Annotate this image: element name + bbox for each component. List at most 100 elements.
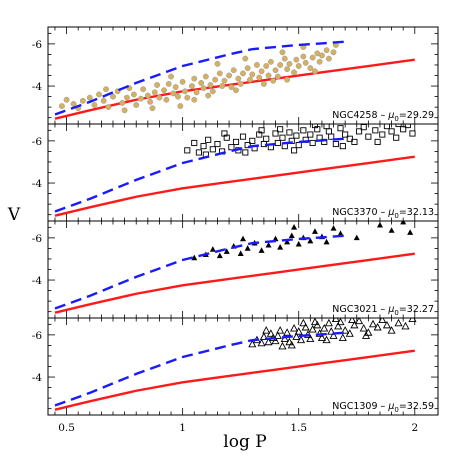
data-point	[296, 335, 306, 344]
panel-galaxy-name: NGC3370 –	[332, 207, 388, 218]
data-point	[330, 225, 337, 231]
data-point	[332, 140, 339, 148]
data-point	[133, 102, 140, 108]
data-point	[272, 67, 279, 74]
data-point	[359, 323, 368, 332]
data-point	[258, 68, 265, 75]
data-point	[209, 146, 216, 153]
data-point	[342, 131, 349, 138]
data-point	[205, 136, 212, 143]
data-point	[212, 76, 219, 83]
panel-annotation: NGC1309 – μ0=32.59	[332, 401, 434, 414]
data-point	[307, 65, 314, 72]
data-point	[147, 98, 154, 105]
data-point	[309, 54, 316, 61]
data-point	[272, 235, 279, 242]
panel-ngc4258: -6 -4 NGC4258 – μ0=29.29	[32, 26, 439, 125]
data-point	[58, 103, 65, 110]
data-point	[265, 72, 272, 79]
data-point	[291, 69, 298, 76]
data-point	[284, 238, 291, 245]
data-point	[195, 149, 202, 156]
data-point	[300, 127, 307, 134]
data-point	[337, 125, 344, 132]
data-point	[193, 89, 200, 96]
data-point	[163, 96, 170, 103]
data-point	[235, 75, 242, 82]
data-point	[216, 252, 223, 259]
data-point	[401, 321, 410, 330]
data-point	[382, 320, 391, 329]
y-tick-label: -6	[32, 233, 43, 245]
data-point	[239, 133, 247, 140]
data-point	[372, 127, 379, 134]
panel-annotation: NGC3370 – μ0=32.13	[332, 207, 434, 220]
data-point	[202, 73, 209, 80]
data-point	[348, 318, 357, 324]
data-point	[267, 58, 274, 65]
data-point	[198, 79, 205, 86]
data-point	[360, 124, 367, 131]
data-point	[302, 59, 309, 66]
data-point	[184, 94, 191, 101]
data-point	[312, 68, 318, 75]
data-point	[265, 241, 272, 248]
data-point	[279, 49, 286, 56]
panel-ngc3021: -6 -4 NGC3021 – μ0=32.27	[32, 220, 439, 319]
panel-galaxy-name: NGC1309 –	[332, 401, 388, 412]
data-point	[408, 318, 417, 323]
x-tick-label: 1.5	[290, 422, 307, 434]
data-point	[219, 83, 226, 89]
data-point	[341, 326, 350, 334]
data-point	[248, 339, 257, 348]
data-point	[170, 90, 177, 97]
data-point	[272, 130, 279, 137]
data-point	[278, 341, 287, 350]
data-point	[274, 73, 281, 80]
data-point	[264, 337, 273, 346]
data-point	[214, 140, 221, 148]
data-point	[184, 147, 191, 154]
data-point	[221, 77, 228, 84]
data-point	[237, 80, 244, 87]
y-tick-label: -4	[32, 178, 43, 190]
data-point	[249, 137, 256, 144]
data-point	[228, 84, 235, 91]
blue-dashed-reference-line	[54, 40, 346, 116]
data-point	[287, 340, 296, 349]
data-point	[318, 52, 325, 59]
data-point	[161, 87, 168, 94]
panel-annotation: NGC4258 – μ0=29.29	[332, 110, 434, 123]
panel-mu-value: =29.29	[399, 110, 434, 121]
y-tick-label: -6	[32, 39, 43, 51]
data-point	[263, 63, 270, 69]
data-point	[309, 139, 316, 147]
panel-mu-value: =32.13	[399, 207, 434, 218]
data-point	[323, 47, 330, 54]
x-tick-label: 1	[179, 422, 186, 434]
data-point	[310, 318, 320, 326]
panel-mu-symbol: μ	[387, 207, 394, 218]
data-point	[325, 128, 332, 135]
data-point	[300, 53, 307, 60]
data-point	[188, 83, 195, 89]
data-point	[387, 326, 396, 334]
data-point	[393, 134, 400, 141]
red-reference-line	[54, 58, 415, 120]
data-point	[292, 332, 301, 340]
data-point	[230, 67, 237, 74]
data-point	[293, 56, 300, 63]
data-point	[288, 232, 295, 239]
panel-mu-subscript: 0	[394, 406, 398, 414]
data-point	[409, 130, 416, 137]
data-point	[277, 126, 284, 133]
data-point	[276, 326, 285, 334]
data-point	[364, 328, 373, 336]
data-point	[345, 329, 354, 337]
panel-mu-symbol: μ	[387, 304, 394, 315]
data-point	[311, 124, 319, 129]
data-point	[256, 74, 263, 81]
panel-mu-symbol: μ	[387, 110, 394, 121]
data-point	[232, 138, 240, 145]
